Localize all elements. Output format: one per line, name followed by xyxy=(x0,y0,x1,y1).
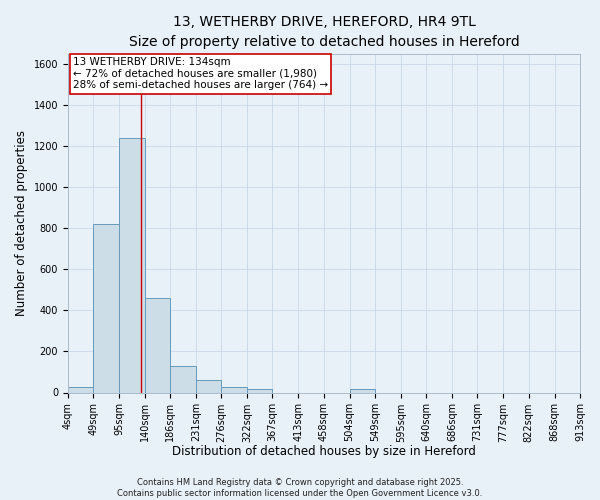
Y-axis label: Number of detached properties: Number of detached properties xyxy=(15,130,28,316)
Bar xyxy=(247,390,272,392)
Bar xyxy=(350,390,375,392)
Title: 13, WETHERBY DRIVE, HEREFORD, HR4 9TL
Size of property relative to detached hous: 13, WETHERBY DRIVE, HEREFORD, HR4 9TL Si… xyxy=(128,15,520,48)
Bar xyxy=(170,366,196,392)
Bar xyxy=(119,138,145,392)
Bar xyxy=(196,380,221,392)
Bar xyxy=(145,298,170,392)
X-axis label: Distribution of detached houses by size in Hereford: Distribution of detached houses by size … xyxy=(172,444,476,458)
Bar xyxy=(221,388,247,392)
Text: 13 WETHERBY DRIVE: 134sqm
← 72% of detached houses are smaller (1,980)
28% of se: 13 WETHERBY DRIVE: 134sqm ← 72% of detac… xyxy=(73,57,328,90)
Text: Contains HM Land Registry data © Crown copyright and database right 2025.
Contai: Contains HM Land Registry data © Crown c… xyxy=(118,478,482,498)
Bar xyxy=(68,388,93,392)
Bar xyxy=(93,224,119,392)
